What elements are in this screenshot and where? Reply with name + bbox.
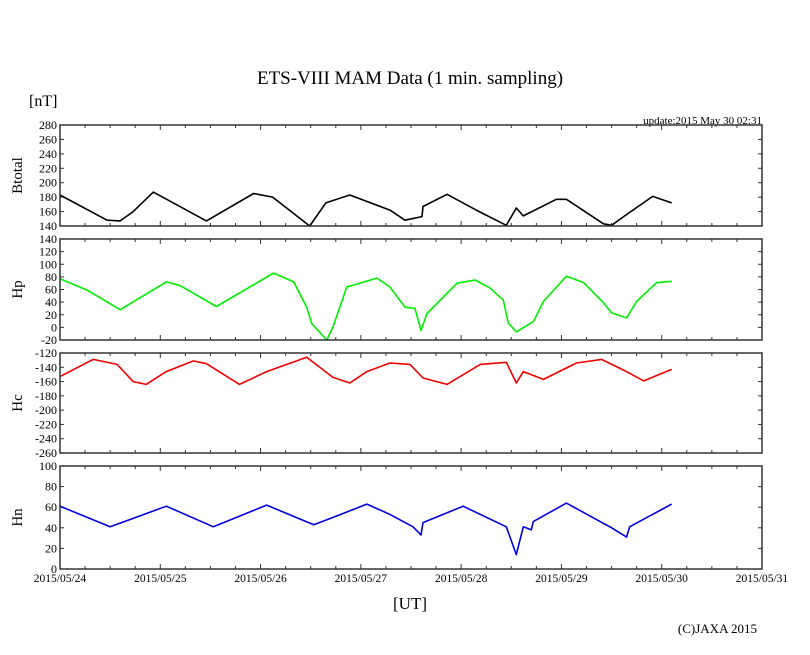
y-tick-label: 40 <box>45 295 57 309</box>
y-tick-label: -180 <box>35 389 57 403</box>
series-line-btotal <box>59 191 672 227</box>
y-tick-label: -220 <box>35 417 57 431</box>
x-tick-label: 2015/05/27 <box>335 573 388 585</box>
series-line-hp <box>59 272 672 341</box>
series-line-hc <box>59 356 673 386</box>
y-tick-label: -240 <box>35 432 57 446</box>
x-tick-label: 2015/05/31 <box>736 573 789 585</box>
y-tick-label: 0 <box>51 562 57 576</box>
panel-frame <box>59 465 763 570</box>
y-tick-label: -140 <box>35 360 57 374</box>
y-tick-label: 180 <box>39 190 57 204</box>
unit-label: [nT] <box>29 93 57 110</box>
panel-hc: -260-240-220-200-180-160-140-120 Hc <box>10 346 763 460</box>
copyright-text: (C)JAXA 2015 <box>678 621 757 636</box>
y-tick-label: 100 <box>39 459 57 473</box>
update-timestamp: update:2015 May 30 02:31 <box>643 115 762 127</box>
chart-title: ETS-VIII MAM Data (1 min. sampling) <box>257 68 563 89</box>
x-tick-label: 2015/05/30 <box>636 573 689 585</box>
y-tick-label: 100 <box>39 257 57 271</box>
y-tick-label: 260 <box>39 132 57 146</box>
x-tick-label: 2015/05/24 <box>34 573 87 585</box>
y-tick-label: -260 <box>35 446 57 460</box>
y-tick-label: 0 <box>51 320 57 334</box>
x-tick-label: 2015/05/26 <box>234 573 287 585</box>
y-tick-label: 40 <box>45 521 57 535</box>
y-tick-label: 20 <box>45 541 57 555</box>
y-axis-label: Hc <box>10 394 26 412</box>
y-tick-label: 80 <box>45 480 57 494</box>
y-tick-label: 240 <box>39 147 57 161</box>
y-tick-label: 280 <box>39 118 57 132</box>
y-tick-label: 220 <box>39 161 57 175</box>
x-tick-label: 2015/05/28 <box>435 573 488 585</box>
y-axis-label: Hp <box>10 280 26 298</box>
y-tick-label: 20 <box>45 308 57 322</box>
y-tick-label: 140 <box>39 219 57 233</box>
series-line-hn <box>59 502 673 556</box>
y-tick-label: -20 <box>41 333 57 347</box>
y-tick-label: -160 <box>35 375 57 389</box>
y-tick-label: -200 <box>35 403 57 417</box>
y-tick-label: -120 <box>35 346 57 360</box>
y-tick-label: 60 <box>45 500 57 514</box>
y-tick-label: 140 <box>39 232 57 246</box>
y-tick-label: 60 <box>45 283 57 297</box>
y-tick-label: 160 <box>39 205 57 219</box>
x-tick-label: 2015/05/29 <box>535 573 588 585</box>
y-tick-label: 200 <box>39 176 57 190</box>
panel-hn: 0 20 40 60 80 100 Hn <box>10 459 763 576</box>
x-tick-label: 2015/05/25 <box>134 573 187 585</box>
y-tick-label: 80 <box>45 270 57 284</box>
y-axis-label: Hn <box>10 508 26 527</box>
panel-frame <box>59 352 763 454</box>
x-axis-label: [UT] <box>393 594 427 613</box>
panel-frame <box>59 124 763 227</box>
y-axis-label: Btotal <box>10 157 26 194</box>
y-tick-label: 120 <box>39 245 57 259</box>
panel-frame <box>59 238 763 341</box>
